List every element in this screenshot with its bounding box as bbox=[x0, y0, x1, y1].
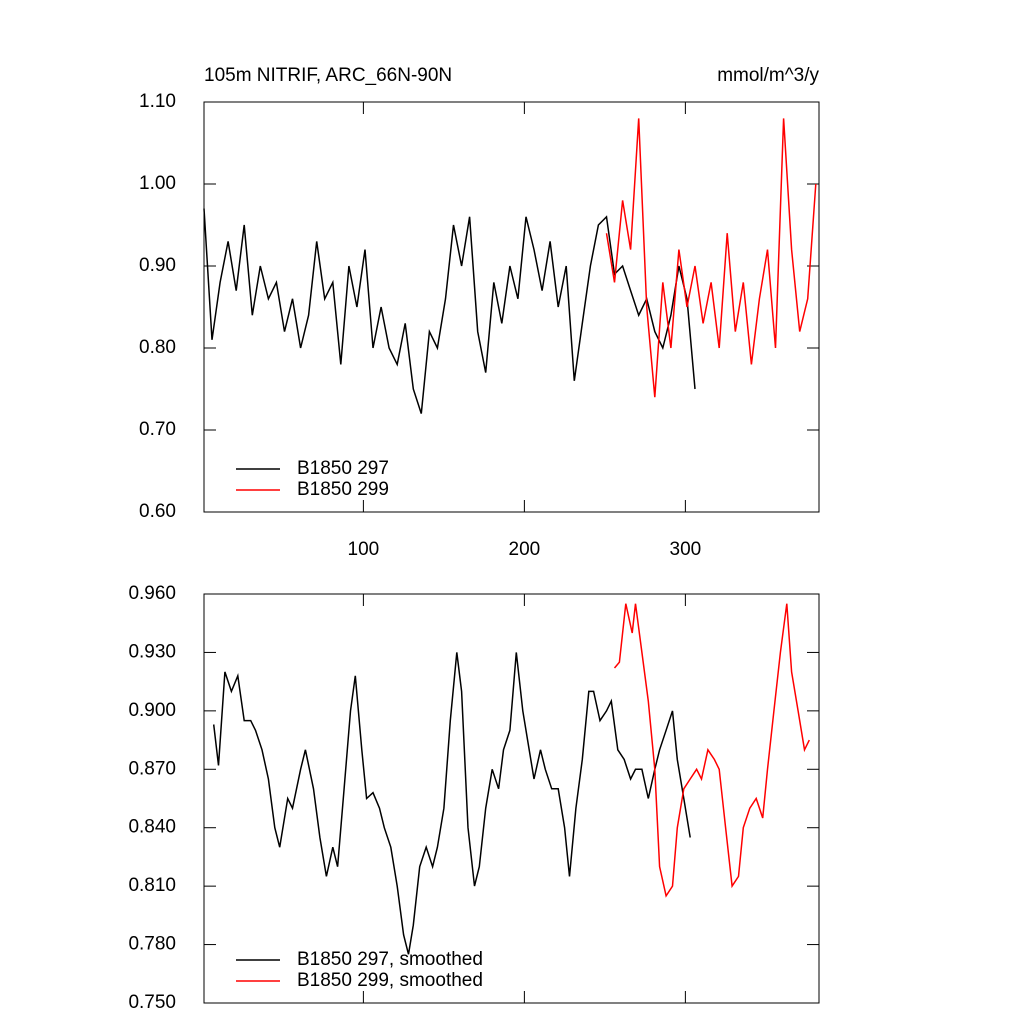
x-tick-label: 100 bbox=[348, 539, 380, 560]
y-tick-label: 1.10 bbox=[139, 91, 176, 112]
series-line bbox=[613, 603, 810, 898]
y-tick-label: 0.780 bbox=[128, 934, 176, 955]
y-tick-label: 0.750 bbox=[128, 992, 176, 1013]
x-tick-label: 300 bbox=[670, 539, 702, 560]
y-tick-label: 0.70 bbox=[139, 419, 176, 440]
x-tick-label: 200 bbox=[509, 539, 541, 560]
legend-label: B1850 297, smoothed bbox=[297, 949, 483, 970]
series-line bbox=[605, 118, 817, 398]
units-label: mmol/m^3/y bbox=[717, 65, 819, 86]
y-tick-label: 0.930 bbox=[128, 641, 176, 662]
legend-label: B1850 299 bbox=[297, 479, 389, 500]
chart-title: 105m NITRIF, ARC_66N-90N bbox=[204, 65, 452, 86]
y-tick-label: 0.900 bbox=[128, 700, 176, 721]
series-line bbox=[203, 208, 696, 414]
y-tick-label: 0.810 bbox=[128, 875, 176, 896]
plot-frame bbox=[203, 593, 820, 1004]
y-tick-label: 0.80 bbox=[139, 337, 176, 358]
y-tick-label: 1.00 bbox=[139, 173, 176, 194]
legend-label: B1850 297 bbox=[297, 458, 389, 479]
y-tick-label: 0.840 bbox=[128, 817, 176, 838]
y-tick-label: 0.870 bbox=[128, 758, 176, 779]
plot-frame bbox=[203, 101, 820, 513]
y-tick-label: 0.60 bbox=[139, 501, 176, 522]
series-line bbox=[212, 652, 691, 955]
y-tick-label: 0.90 bbox=[139, 255, 176, 276]
legend-label: B1850 299, smoothed bbox=[297, 970, 483, 991]
y-tick-label: 0.960 bbox=[128, 583, 176, 604]
